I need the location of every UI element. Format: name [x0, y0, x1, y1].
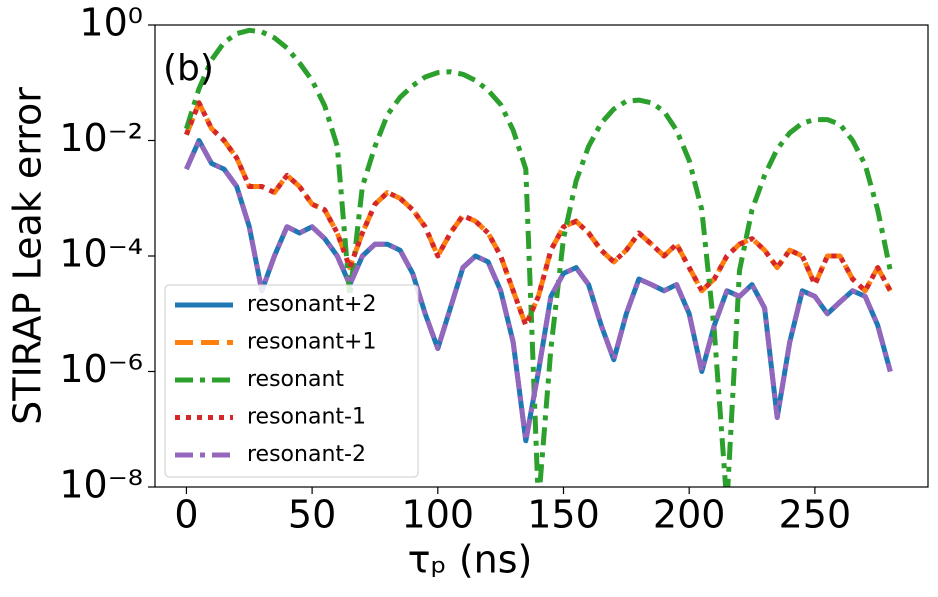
legend-box	[164, 284, 419, 478]
x-tick-label: 250	[779, 493, 852, 537]
legend-label: resonant+1	[247, 330, 376, 355]
legend-label: resonant+2	[247, 292, 376, 317]
y-tick-label: 10⁻⁸	[59, 463, 143, 507]
x-tick-label: 50	[288, 493, 336, 537]
x-tick-label: 0	[174, 493, 198, 537]
series-line	[184, 100, 893, 328]
y-tick-label: 10⁻²	[59, 116, 143, 160]
legend-label: resonant-1	[247, 405, 366, 430]
series-line	[184, 27, 893, 487]
x-tick-label: 100	[402, 493, 475, 537]
plot-lines	[184, 27, 893, 487]
y-tick-label: 10⁰	[79, 1, 143, 45]
legend-label: resonant	[247, 367, 344, 392]
legend-label: resonant-2	[247, 442, 366, 467]
y-axis-label: STIRAP Leak error	[6, 87, 50, 425]
x-tick-label: 150	[527, 493, 600, 537]
annotation: (b)	[163, 48, 214, 89]
x-tick-label: 200	[653, 493, 726, 537]
legend: resonant+2 resonant+1 resonant resonant-1 re…	[164, 284, 419, 478]
y-tick-label: 10⁻⁴	[59, 232, 143, 276]
x-axis-label: τₚ (ns)	[408, 538, 533, 582]
series-line	[184, 138, 893, 444]
y-tick-label: 10⁻⁶	[59, 347, 143, 391]
